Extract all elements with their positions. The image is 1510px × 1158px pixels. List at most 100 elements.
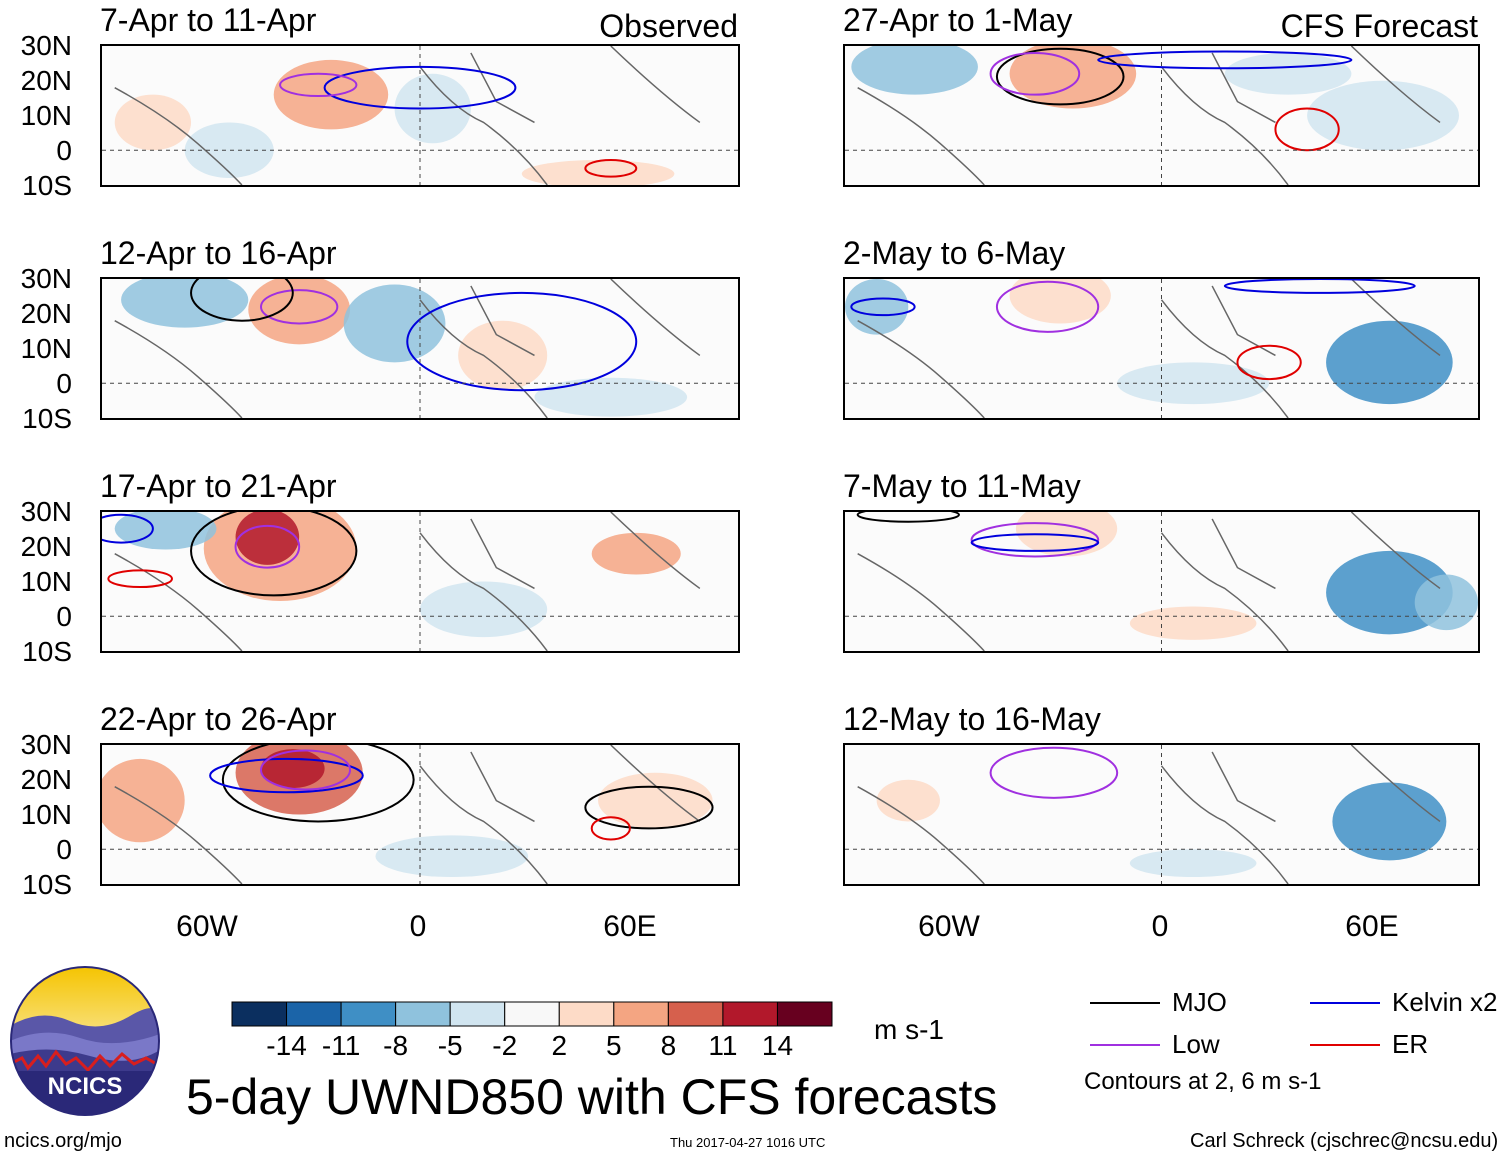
anomaly-shading xyxy=(1307,80,1460,151)
lon-label-right-0: 0 xyxy=(1151,910,1169,943)
wave-contour xyxy=(1274,107,1340,152)
wave-contour xyxy=(584,158,638,178)
lat-label: 10S xyxy=(22,403,72,434)
coastline xyxy=(114,512,701,651)
panel-title-fc-1: 27-Apr to 1-May xyxy=(843,2,1073,38)
legend-label-mjo: MJO xyxy=(1172,987,1227,1017)
anomaly-shading xyxy=(114,512,217,550)
wave-contour xyxy=(970,533,1100,552)
legend-line-er xyxy=(1310,1044,1380,1046)
colorbar-tick-label: 14 xyxy=(761,1030,794,1061)
colorbar-swatch xyxy=(395,1001,451,1027)
panel-title-fc-4: 12-May to 16-May xyxy=(843,701,1101,737)
lat-label: 30N xyxy=(20,263,72,294)
lat-label: 10S xyxy=(22,636,72,667)
map-observed-4 xyxy=(100,743,740,886)
colorbar-swatch xyxy=(340,1001,397,1027)
footer-timestamp: Thu 2017-04-27 1016 UTC xyxy=(670,1135,826,1150)
panel-title-obs-4: 22-Apr to 26-Apr xyxy=(100,701,337,737)
footer-url[interactable]: ncics.org/mjo xyxy=(4,1130,122,1152)
map-observed-2 xyxy=(100,277,740,420)
lon-label-right-60w: 60W xyxy=(918,910,980,943)
panel-title-obs-3: 17-Apr to 21-Apr xyxy=(100,468,337,504)
anomaly-shading xyxy=(598,772,713,829)
lat-label: 0 xyxy=(56,135,72,166)
observed-label: Observed xyxy=(599,8,738,44)
lat-label: 10S xyxy=(22,170,72,201)
colorbar-swatch xyxy=(667,1001,724,1027)
lat-label: 30N xyxy=(20,30,72,61)
anomaly-shading xyxy=(114,94,192,151)
wave-contour xyxy=(102,513,154,544)
colorbar-swatch xyxy=(504,1001,560,1027)
legend-label-low: Low xyxy=(1172,1029,1220,1059)
colorbar-tick-label: 8 xyxy=(660,1030,677,1061)
panel-title-fc-2: 2-May to 6-May xyxy=(843,235,1066,271)
lat-label: 10N xyxy=(20,333,72,364)
colorbar-tick-label: -14 xyxy=(266,1030,307,1061)
anomaly-shading xyxy=(1117,362,1270,405)
map-observed-1 xyxy=(100,44,740,187)
anomaly-shading xyxy=(458,320,548,391)
lon-label-left-60w: 60W xyxy=(176,910,238,943)
forecast-label: CFS Forecast xyxy=(1280,8,1478,44)
wave-contour xyxy=(279,72,358,98)
wave-contour xyxy=(406,291,638,392)
panel-title-fc-3: 7-May to 11-May xyxy=(843,468,1081,504)
lat-label: 10S xyxy=(22,869,72,900)
wave-contour xyxy=(107,569,173,589)
anomaly-shading xyxy=(591,532,681,575)
anomaly-shading xyxy=(1129,849,1257,878)
lat-label: 10N xyxy=(20,566,72,597)
coastline xyxy=(114,279,701,418)
colorbar-tick-label: 2 xyxy=(551,1030,568,1061)
lat-label: 0 xyxy=(56,601,72,632)
wave-contour xyxy=(323,65,517,110)
colorbar-tick-label: -5 xyxy=(437,1030,463,1061)
wave-contour xyxy=(209,757,364,794)
wave-contour xyxy=(260,749,352,791)
anomaly-shading xyxy=(1129,606,1257,640)
panel-title-obs-1: 7-Apr to 11-Apr xyxy=(100,2,317,38)
wave-contour xyxy=(234,524,301,569)
lat-label: 10N xyxy=(20,100,72,131)
map-forecast-2 xyxy=(843,277,1480,420)
colorbar-tick-label: -2 xyxy=(492,1030,518,1061)
anomaly-shading xyxy=(1332,782,1447,861)
anomaly-shading xyxy=(1224,52,1352,95)
anomaly-shading xyxy=(534,377,688,417)
ncics-logo: NCICS xyxy=(10,966,160,1116)
wave-contour xyxy=(590,816,631,841)
colorbar-swatch xyxy=(613,1001,669,1027)
coastline xyxy=(114,46,701,185)
anomaly-shading xyxy=(1009,279,1111,324)
wave-contour xyxy=(584,785,714,830)
anomaly-shading xyxy=(845,279,909,335)
coastline xyxy=(857,46,1441,185)
wave-contour xyxy=(260,289,339,325)
footer-credit: Carl Schreck (cjschrec@ncsu.edu) xyxy=(1190,1130,1499,1152)
colorbar-swatch xyxy=(231,1001,288,1027)
wave-contour xyxy=(1223,279,1416,294)
anomaly-shading xyxy=(121,279,249,328)
colorbar-swatch xyxy=(449,1001,506,1027)
anomaly-shading xyxy=(235,512,300,565)
lat-label: 10N xyxy=(20,799,72,830)
panel-title-obs-2: 12-Apr to 16-Apr xyxy=(100,235,337,271)
wave-contour xyxy=(221,745,415,823)
coastline xyxy=(114,745,701,884)
colorbar-swatch xyxy=(776,1001,833,1027)
wave-contour xyxy=(989,746,1119,799)
lat-label: 30N xyxy=(20,496,72,527)
lat-label: 20N xyxy=(20,531,72,562)
anomaly-shading xyxy=(102,758,185,843)
anomaly-shading xyxy=(184,122,274,179)
wave-contour xyxy=(970,522,1100,558)
legend-line-kelvin xyxy=(1310,1002,1380,1004)
lat-label: 20N xyxy=(20,65,72,96)
colorbar-tick-label: -11 xyxy=(321,1030,361,1061)
colorbar-unit: m s-1 xyxy=(874,1014,944,1045)
legend-label-kelvin: Kelvin x2 xyxy=(1392,987,1498,1017)
anomaly-shading xyxy=(851,46,978,95)
colorbar xyxy=(231,1001,833,1027)
